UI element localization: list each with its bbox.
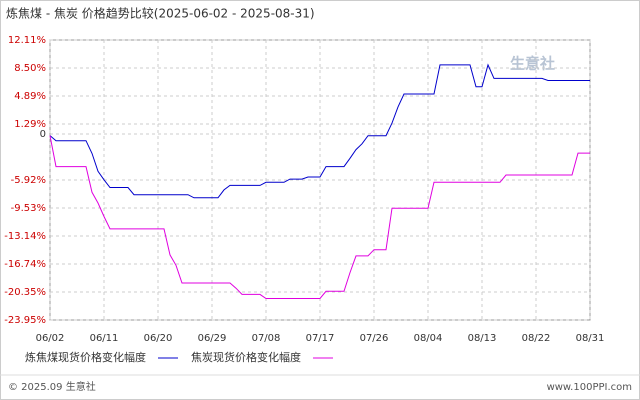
y-tick-label: -23.95% <box>4 315 46 326</box>
x-tick-label: 08/22 <box>522 333 551 344</box>
y-tick-label: -20.35% <box>4 287 46 298</box>
x-tick-label: 06/02 <box>36 333 65 344</box>
series-line <box>49 135 590 299</box>
y-tick-label: 0 <box>40 129 46 140</box>
x-tick-label: 06/20 <box>144 333 173 344</box>
y-tick-label: 8.50% <box>14 63 46 74</box>
x-tick-label: 08/13 <box>468 333 497 344</box>
x-tick-label: 08/04 <box>414 333 443 344</box>
watermark: 生意社 <box>510 55 555 73</box>
legend-label: 炼焦煤现货价格变化幅度 <box>25 350 146 364</box>
x-tick-label: 07/08 <box>252 333 281 344</box>
y-tick-label: -16.74% <box>4 259 46 270</box>
x-tick-label: 07/17 <box>306 333 335 344</box>
y-tick-label: -5.92% <box>11 175 46 186</box>
x-tick-label: 08/31 <box>576 333 605 344</box>
legend-label: 焦炭现货价格变化幅度 <box>191 350 301 364</box>
x-tick-label: 07/26 <box>360 333 389 344</box>
y-tick-label: -13.14% <box>4 231 46 242</box>
y-tick-label: 1.29% <box>14 119 46 130</box>
y-tick-label: -9.53% <box>11 203 46 214</box>
series-line <box>49 63 590 199</box>
x-tick-label: 06/11 <box>90 333 119 344</box>
x-tick-label: 06/29 <box>198 333 227 344</box>
footer-right: www.100PPI.com <box>547 382 632 393</box>
footer-left: © 2025.09 生意社 <box>8 380 96 393</box>
y-tick-label: 4.89% <box>14 91 46 102</box>
chart-title: 炼焦煤 - 焦炭 价格趋势比较(2025-06-02 - 2025-08-31) <box>6 6 315 21</box>
y-tick-label: 12.11% <box>8 35 46 46</box>
